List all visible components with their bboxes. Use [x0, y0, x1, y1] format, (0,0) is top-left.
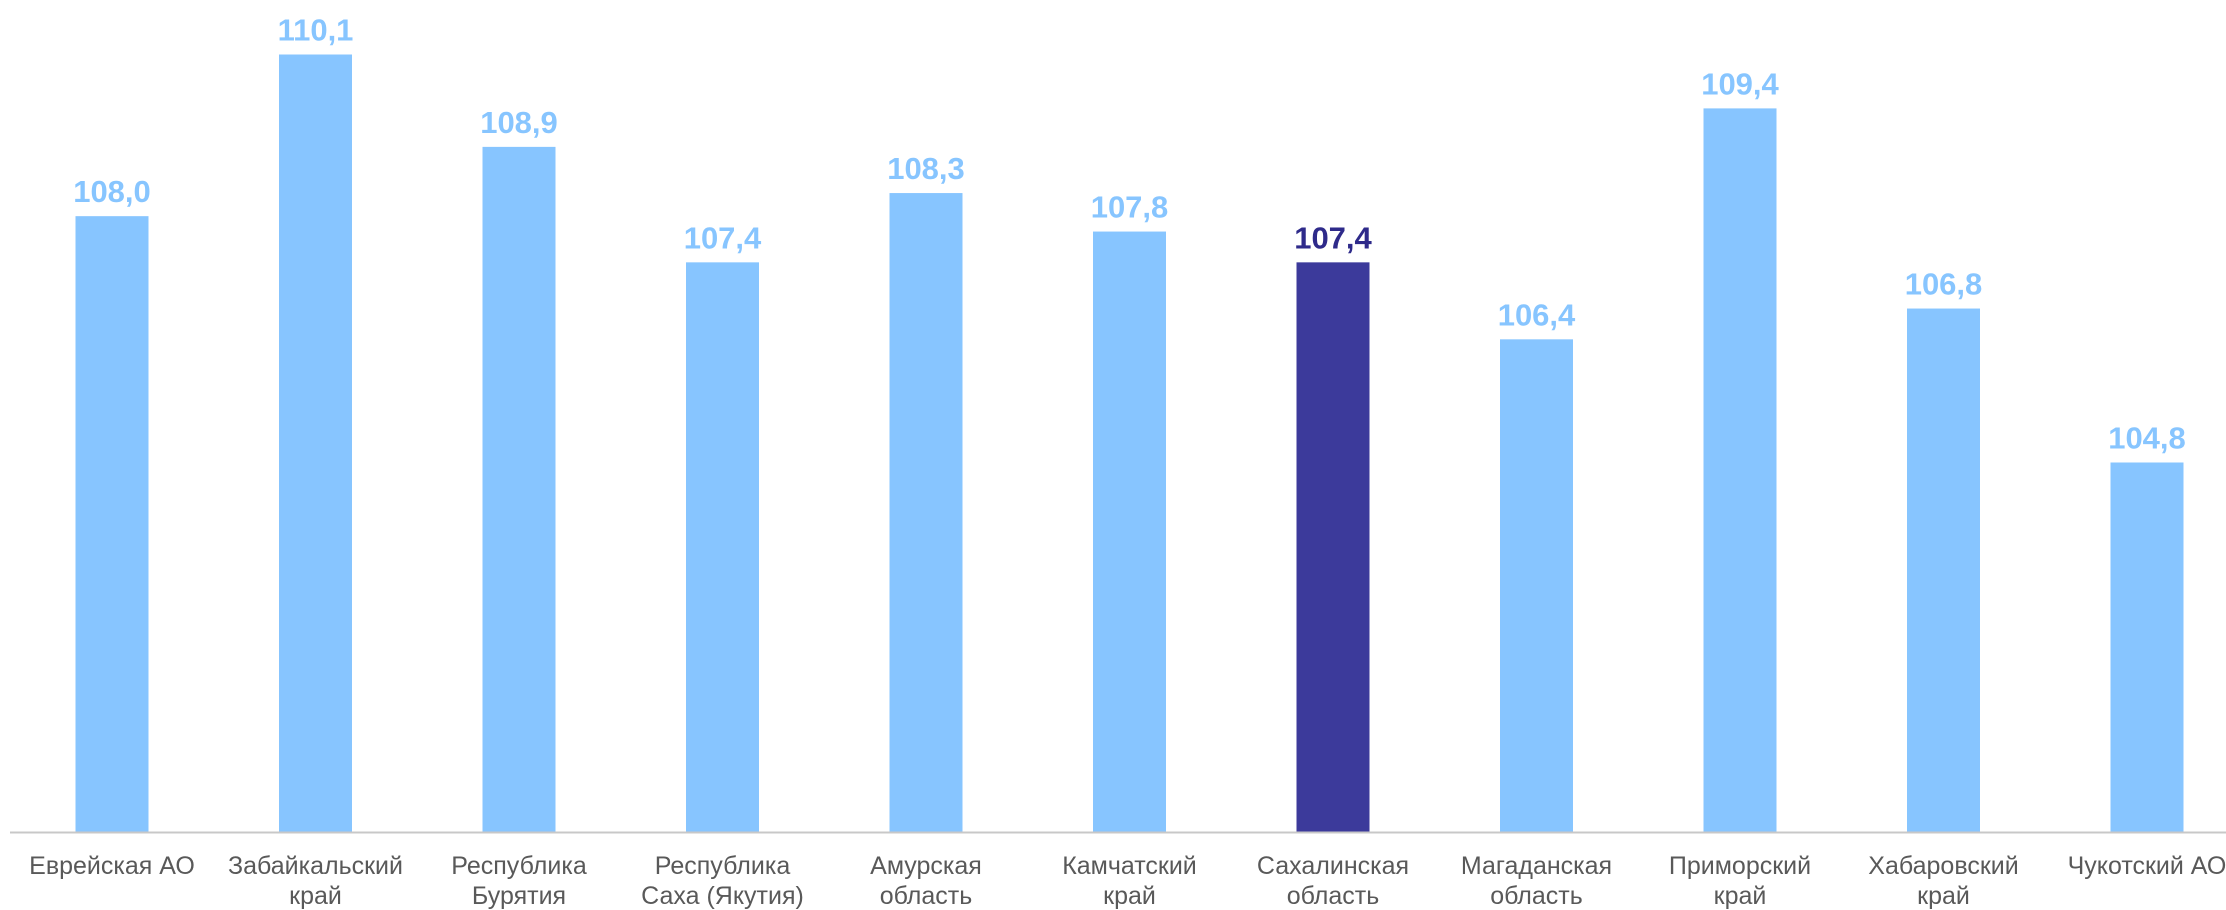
bar-10: [1907, 308, 1980, 832]
category-labels-group: Еврейская АО Забайкальский край Республика Б…: [29, 852, 2226, 910]
category-label-1: Еврейская АО: [29, 852, 195, 880]
bar-3: [482, 146, 556, 833]
category-label-6: Камчатский край: [1062, 852, 1197, 910]
value-label-11: 104,8: [2108, 420, 2186, 455]
bar-7: [1296, 262, 1370, 832]
bar-2: [279, 54, 352, 832]
value-labels-group: 108,0 110,1 108,9 107,4 108,3 107,8 107,4 106,4…: [73, 13, 2186, 456]
value-label-3: 108,9: [480, 105, 558, 140]
bar-5: [889, 193, 963, 833]
category-label-7: Сахалинская область: [1257, 852, 1409, 910]
bar-6: [1093, 231, 1166, 833]
bar-9: [1703, 108, 1777, 833]
value-label-2: 110,1: [278, 13, 354, 48]
category-label-3: Республика Бурятия: [451, 852, 587, 910]
bar-11: [2110, 462, 2184, 832]
value-label-10: 106,8: [1905, 267, 1983, 302]
category-label-5: Амурская область: [870, 852, 982, 910]
bar-1: [75, 216, 149, 832]
bar-8: [1500, 339, 1573, 832]
bar-4: [686, 262, 759, 832]
value-label-8: 106,4: [1498, 297, 1576, 332]
category-label-2: Забайкальский край: [228, 852, 403, 910]
value-label-6: 107,8: [1091, 190, 1169, 225]
value-label-1: 108,0: [73, 174, 151, 209]
bars-group: [75, 54, 2184, 833]
value-label-5: 108,3: [887, 151, 965, 186]
category-label-8: Магаданская область: [1461, 852, 1612, 910]
category-label-9: Приморский край: [1669, 852, 1811, 910]
category-label-11: Чукотский АО: [2068, 852, 2226, 880]
value-label-7: 107,4: [1294, 220, 1372, 255]
category-label-4: Республика Саха (Якутия): [641, 852, 804, 910]
category-label-10: Хабаровский край: [1868, 852, 2018, 910]
value-label-9: 109,4: [1701, 66, 1779, 101]
value-label-4: 107,4: [684, 220, 762, 255]
